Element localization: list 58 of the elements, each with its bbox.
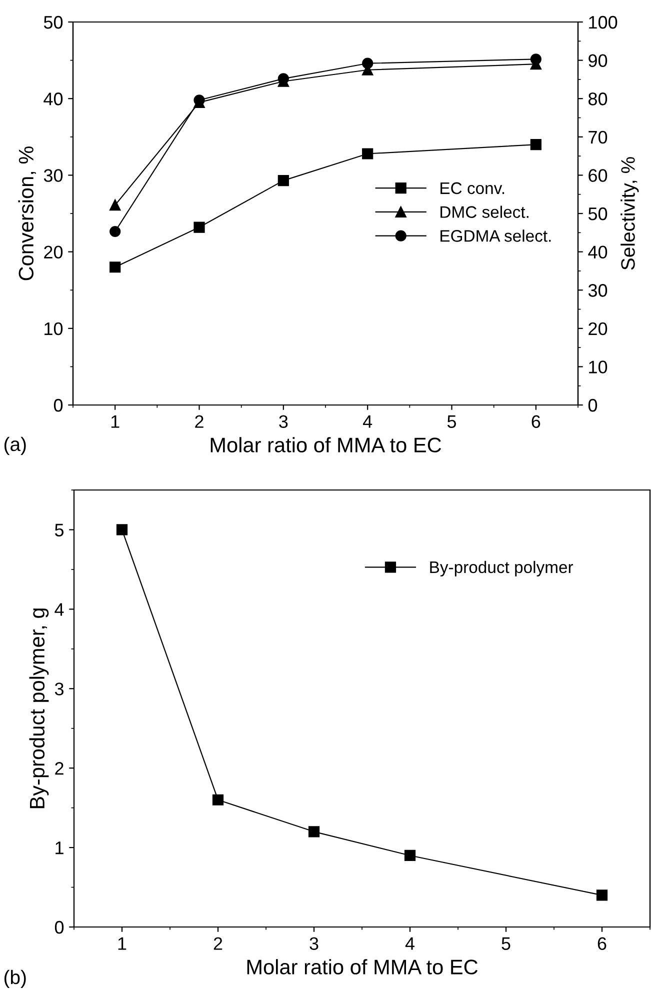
legend-label: By-product polymer bbox=[430, 560, 574, 576]
x-axis-title: Molar ratio of MMA to EC bbox=[210, 437, 442, 452]
point bbox=[110, 226, 121, 238]
text: (b) bbox=[4, 970, 26, 988]
y-axis-title: Conversion, % bbox=[18, 146, 36, 280]
y-tick-label: 20 bbox=[44, 246, 63, 259]
x-tick-label: 6 bbox=[598, 937, 606, 950]
point bbox=[212, 794, 224, 806]
x-tick-label: 6 bbox=[532, 415, 540, 428]
y-tick-label: 50 bbox=[44, 16, 63, 29]
x-tick-label: 3 bbox=[279, 415, 288, 428]
y-tick-label: 4 bbox=[54, 603, 64, 616]
x-tick-label: 2 bbox=[214, 937, 222, 950]
point bbox=[194, 222, 205, 233]
y2-tick-label: 60 bbox=[588, 169, 608, 182]
y2-tick-label: 80 bbox=[588, 92, 608, 106]
point bbox=[404, 850, 416, 862]
x-tick-label: 4 bbox=[405, 937, 414, 950]
point bbox=[530, 139, 542, 150]
x-tick-label: 5 bbox=[447, 415, 456, 428]
x-tick-label: 1 bbox=[118, 937, 126, 950]
y2-tick-label: 70 bbox=[588, 130, 608, 144]
y-axis-title: By-product polymer, g bbox=[29, 608, 49, 808]
point bbox=[308, 826, 320, 838]
point bbox=[110, 262, 121, 273]
y2-axis-title: Selectivity, % bbox=[620, 157, 639, 270]
legend-label: EC conv. bbox=[440, 182, 504, 194]
text: (a) bbox=[4, 436, 26, 455]
y2-tick-label: 0 bbox=[588, 398, 598, 412]
y2-tick-label: 100 bbox=[589, 16, 618, 29]
y2-tick-label: 90 bbox=[588, 54, 608, 68]
y-tick-label: 30 bbox=[44, 169, 63, 182]
point bbox=[596, 890, 608, 901]
y-tick-label: 5 bbox=[54, 524, 64, 536]
x-tick-label: 5 bbox=[502, 937, 510, 950]
y2-tick-label: 10 bbox=[589, 360, 608, 374]
y2-tick-label: 50 bbox=[588, 207, 608, 220]
y-tick-label: 2 bbox=[55, 762, 64, 775]
point bbox=[278, 175, 289, 186]
y2-tick-label: 40 bbox=[588, 246, 608, 259]
point bbox=[110, 200, 121, 211]
y-tick-label: 0 bbox=[54, 398, 63, 412]
x-axis-title: Molar ratio of MMA to EC bbox=[247, 959, 478, 974]
y-tick-label: 3 bbox=[54, 682, 64, 696]
y2-tick-label: 30 bbox=[588, 284, 608, 297]
y-tick-label: 10 bbox=[44, 322, 63, 336]
point bbox=[116, 524, 128, 536]
x-tick-label: 1 bbox=[111, 415, 120, 428]
legend-label: DMC select. bbox=[440, 206, 528, 218]
y-tick-label: 40 bbox=[44, 92, 63, 106]
y-tick-label: 1 bbox=[56, 842, 64, 854]
x-tick-label: 4 bbox=[362, 415, 372, 428]
y2-tick-label: 20 bbox=[588, 322, 608, 336]
x-tick-label: 2 bbox=[195, 415, 204, 428]
x-tick-label: 3 bbox=[310, 937, 318, 950]
point bbox=[362, 148, 374, 160]
y-tick-label: 0 bbox=[54, 920, 64, 934]
legend-label: EGDMA select. bbox=[440, 230, 551, 242]
